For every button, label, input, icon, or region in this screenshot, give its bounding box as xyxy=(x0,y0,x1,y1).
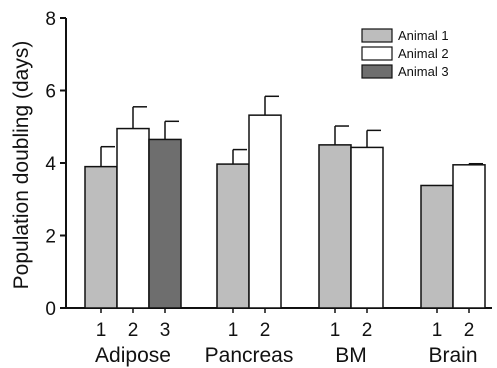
y-tick-label: 2 xyxy=(45,227,56,248)
legend-swatch xyxy=(361,46,393,61)
y-tick-label: 8 xyxy=(45,9,56,30)
bar xyxy=(420,184,454,309)
y-axis: 0 2 4 6 8 xyxy=(45,9,67,320)
legend-label: Animal 2 xyxy=(398,46,449,61)
bar xyxy=(84,165,118,309)
bar-number-label: 1 xyxy=(330,320,341,341)
legend-label: Animal 3 xyxy=(398,64,449,79)
bar-number-label: 2 xyxy=(260,320,271,341)
bar xyxy=(350,146,384,309)
bar-number-label: 1 xyxy=(432,320,443,341)
legend-label: Animal 1 xyxy=(398,28,449,43)
bars xyxy=(84,95,486,309)
bar xyxy=(248,114,282,309)
bar xyxy=(116,127,150,309)
bar-number-label: 2 xyxy=(362,320,373,341)
bar-number-label: 1 xyxy=(228,320,239,341)
bar-number-label: 2 xyxy=(464,320,475,341)
bar xyxy=(148,138,182,309)
legend-swatch xyxy=(361,64,393,79)
bar-number-label: 1 xyxy=(96,320,107,341)
group-label: Adipose xyxy=(95,344,171,367)
legend-swatch xyxy=(361,28,393,43)
y-tick-label: 4 xyxy=(45,154,56,175)
y-tick-label: 6 xyxy=(45,82,56,103)
bar-number-label: 2 xyxy=(128,320,139,341)
bar xyxy=(216,163,250,309)
group-label: Brain xyxy=(428,344,477,367)
y-axis-title: Population doubling (days) xyxy=(10,41,33,290)
bar-number-label: 3 xyxy=(160,320,171,341)
bar xyxy=(318,144,352,309)
bar xyxy=(452,164,486,309)
group-label: Pancreas xyxy=(205,344,294,367)
group-label: BM xyxy=(335,344,367,367)
legend: Animal 1 Animal 2 Animal 3 xyxy=(361,28,449,79)
y-tick-label: 0 xyxy=(45,299,56,320)
